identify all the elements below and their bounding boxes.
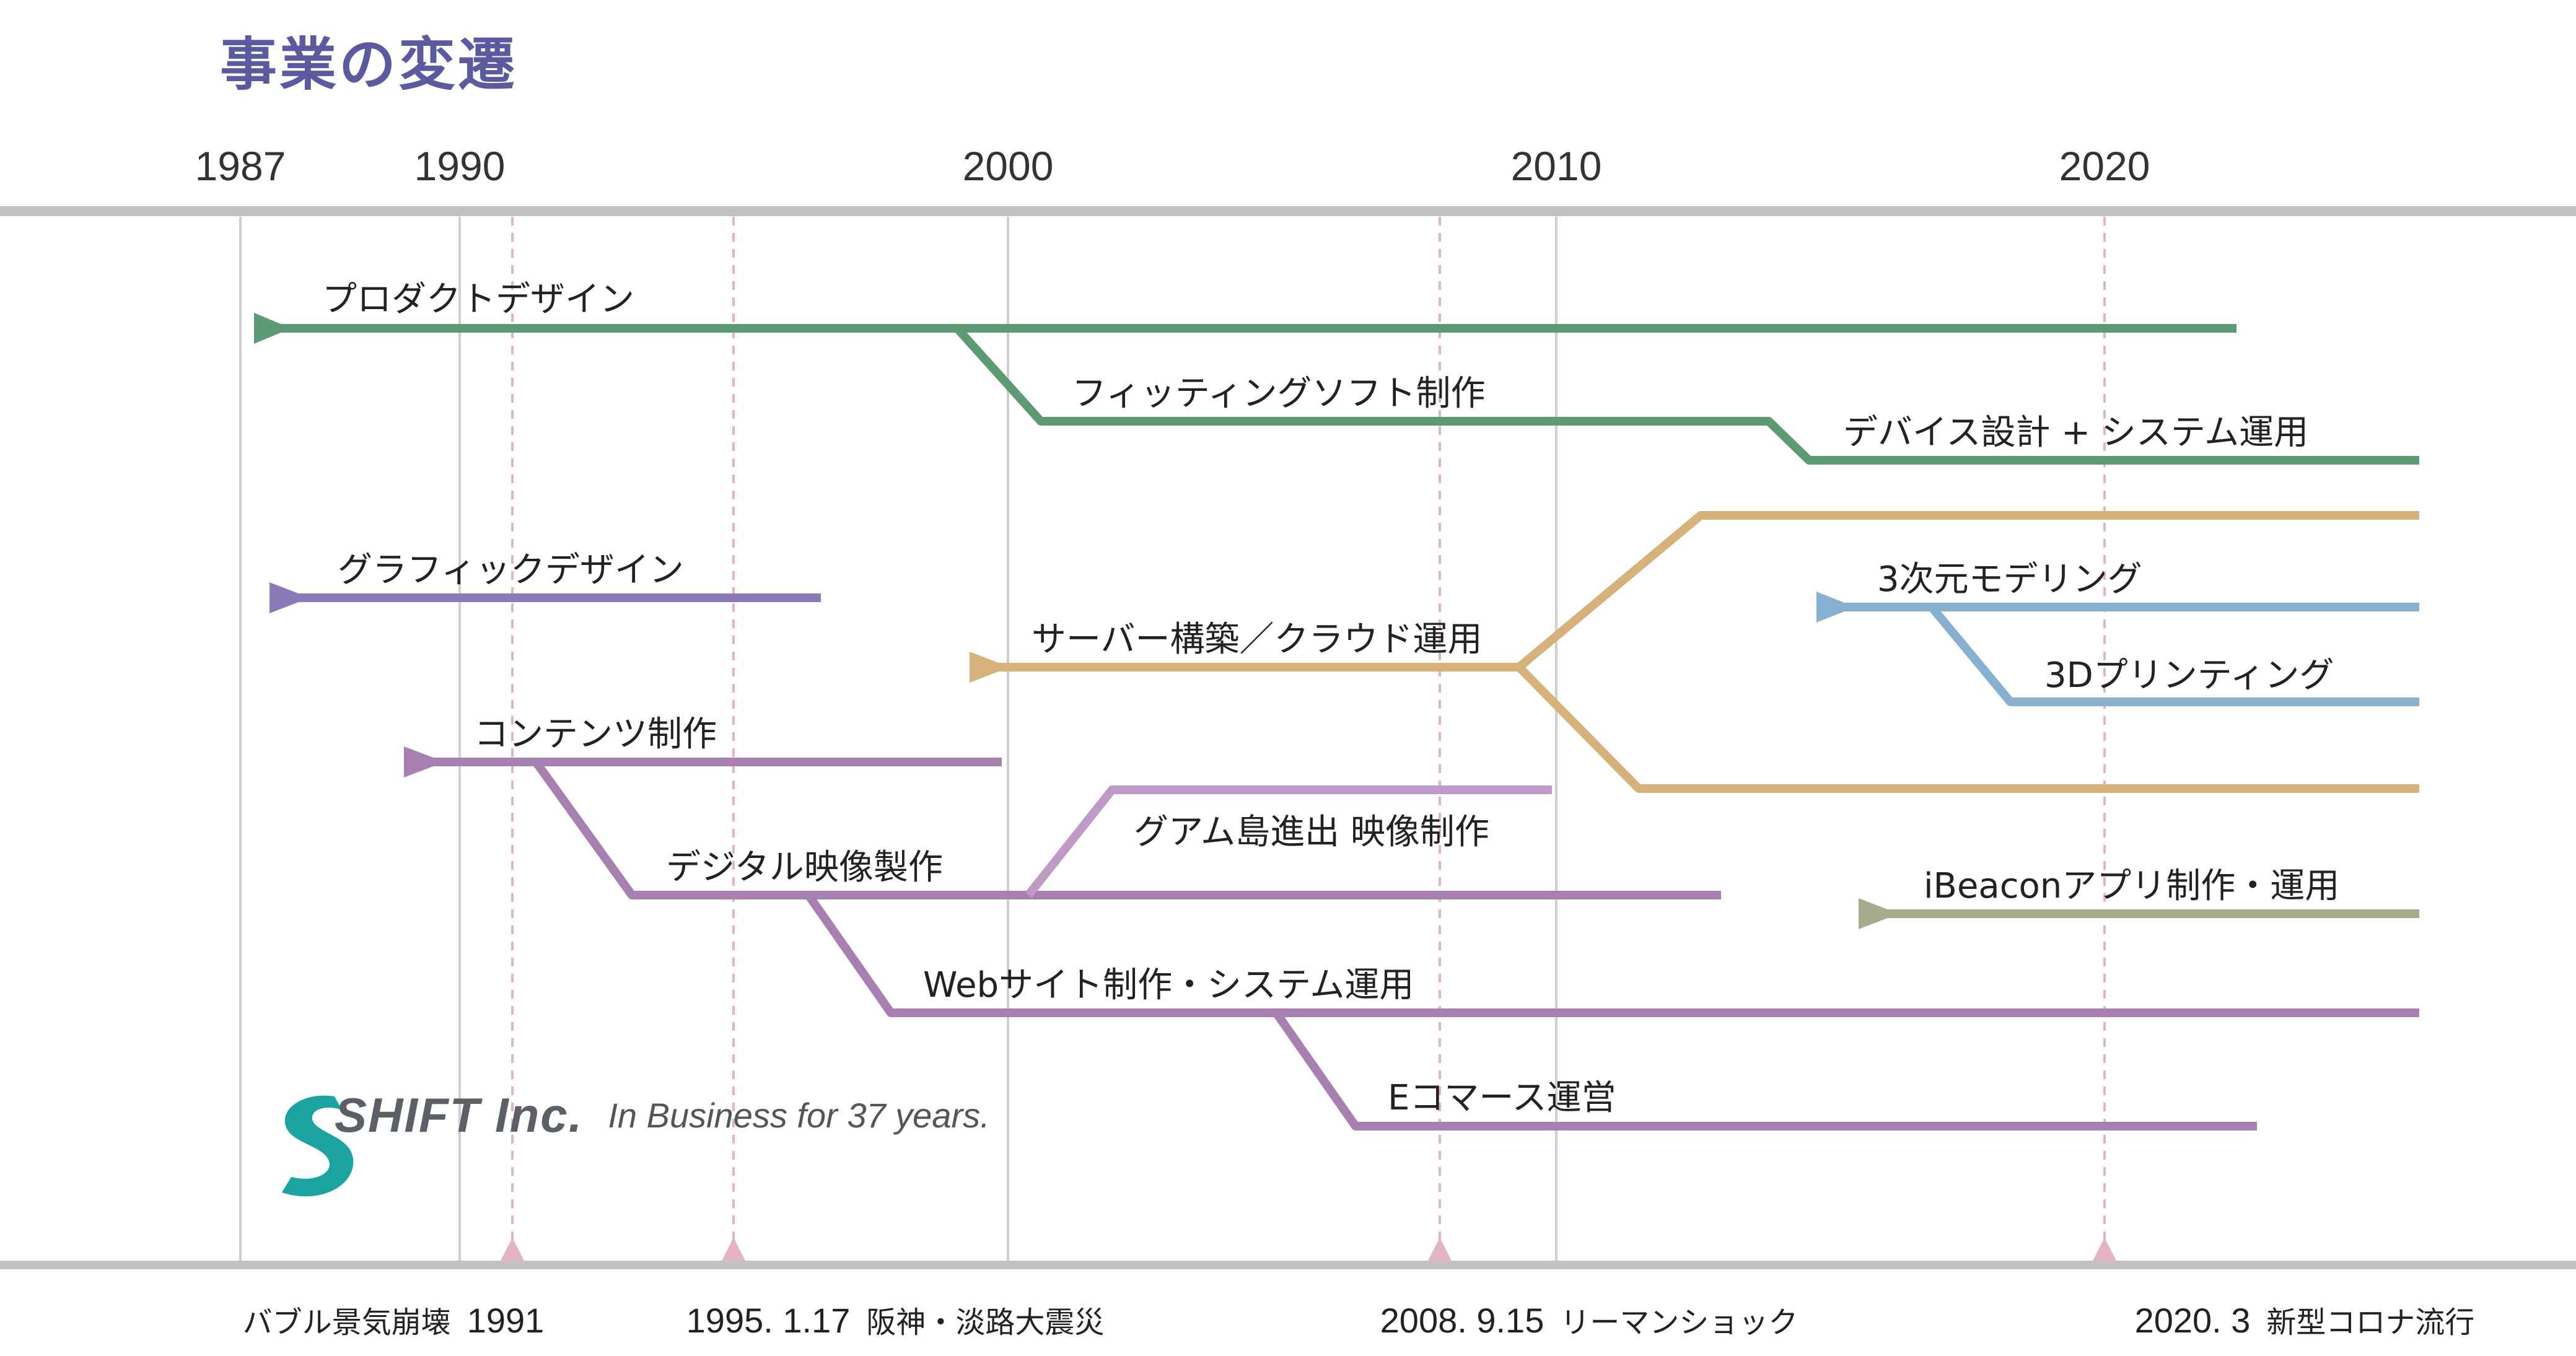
start-arrow-contents <box>404 746 445 777</box>
brand-tagline: In Business for 37 years. <box>608 1096 990 1135</box>
label-3d-printing: 3Dプリンティング <box>2044 655 2334 696</box>
event-name: リーマンショック <box>1560 1305 1798 1340</box>
line-fitting-software <box>953 325 2419 465</box>
shift-logo-icon <box>282 1095 354 1197</box>
event-label-1995: 1995. 1.17 阪神・淡路大震災 <box>686 1298 1105 1341</box>
start-arrow-product <box>254 313 291 344</box>
line-web <box>805 892 2419 1017</box>
event-name: 新型コロナ流行 <box>2266 1305 2475 1340</box>
event-date: 2008. 9.15 <box>1380 1301 1544 1340</box>
event-date: 1995. 1.17 <box>686 1301 851 1340</box>
event-marker-1995 <box>722 1238 745 1261</box>
brand-name: SHIFT Inc. <box>335 1088 584 1142</box>
label-device-design: デバイス設計 + システム運用 <box>1843 413 2309 453</box>
label-ecommerce: Eコマース運営 <box>1388 1078 1616 1118</box>
label-contents: コンテンツ制作 <box>474 714 717 755</box>
line-server-upper <box>1516 511 2419 671</box>
year-label-2000: 2000 <box>962 143 1054 189</box>
start-arrow-ibeacon <box>1859 898 1899 929</box>
event-date: 1991 <box>467 1301 545 1340</box>
year-label-1990: 1990 <box>414 143 506 189</box>
label-graphic-design: グラフィックデザイン <box>338 550 684 590</box>
brand: SHIFT Inc. In Business for 37 years. <box>273 1087 990 1144</box>
label-product-design: プロダクトデザイン <box>322 279 634 320</box>
label-server: サーバー構築／クラウド運用 <box>1032 619 1483 660</box>
year-label-1987: 1987 <box>195 143 286 189</box>
event-date: 2020. 3 <box>2134 1301 2251 1340</box>
label-web: Webサイト制作・システム運用 <box>923 965 1414 1005</box>
start-arrow-modeling <box>1816 592 1855 623</box>
event-label-2020: 2020. 3 新型コロナ流行 <box>2135 1298 2475 1341</box>
start-arrow-graphic <box>269 582 310 613</box>
line-server-lower <box>1516 664 2419 793</box>
bottom-axis-bar <box>0 1261 2576 1269</box>
label-3d-modeling: 3次元モデリング <box>1877 559 2142 600</box>
line-guam <box>1025 785 1552 898</box>
year-label-2020: 2020 <box>2059 143 2150 189</box>
year-label-2010: 2010 <box>1510 143 1602 189</box>
label-digital-video: デジタル映像製作 <box>666 847 943 888</box>
line-3d-printing <box>1928 604 2419 706</box>
page-title: 事業の変遷 <box>220 32 518 98</box>
line-ecommerce <box>1273 1010 2257 1131</box>
label-guam: グアム島進出 映像制作 <box>1134 812 1489 852</box>
event-marker-2020 <box>2093 1238 2116 1261</box>
event-marker-2008 <box>1428 1238 1452 1261</box>
event-name: バブル景気崩壊 <box>242 1305 451 1340</box>
event-label-2008: 2008. 9.15 リーマンショック <box>1380 1298 1798 1341</box>
event-marker-1991 <box>501 1238 524 1261</box>
event-name: 阪神・淡路大震災 <box>866 1305 1105 1340</box>
label-ibeacon: iBeaconアプリ制作・運用 <box>1924 866 2340 906</box>
top-axis-bar <box>0 206 2576 216</box>
label-fitting-software: フィッティングソフト制作 <box>1072 374 1486 414</box>
line-digital-video <box>532 759 1721 899</box>
start-arrow-server <box>970 652 1010 683</box>
event-label-1991: バブル景気崩壊 1991 <box>243 1298 545 1341</box>
